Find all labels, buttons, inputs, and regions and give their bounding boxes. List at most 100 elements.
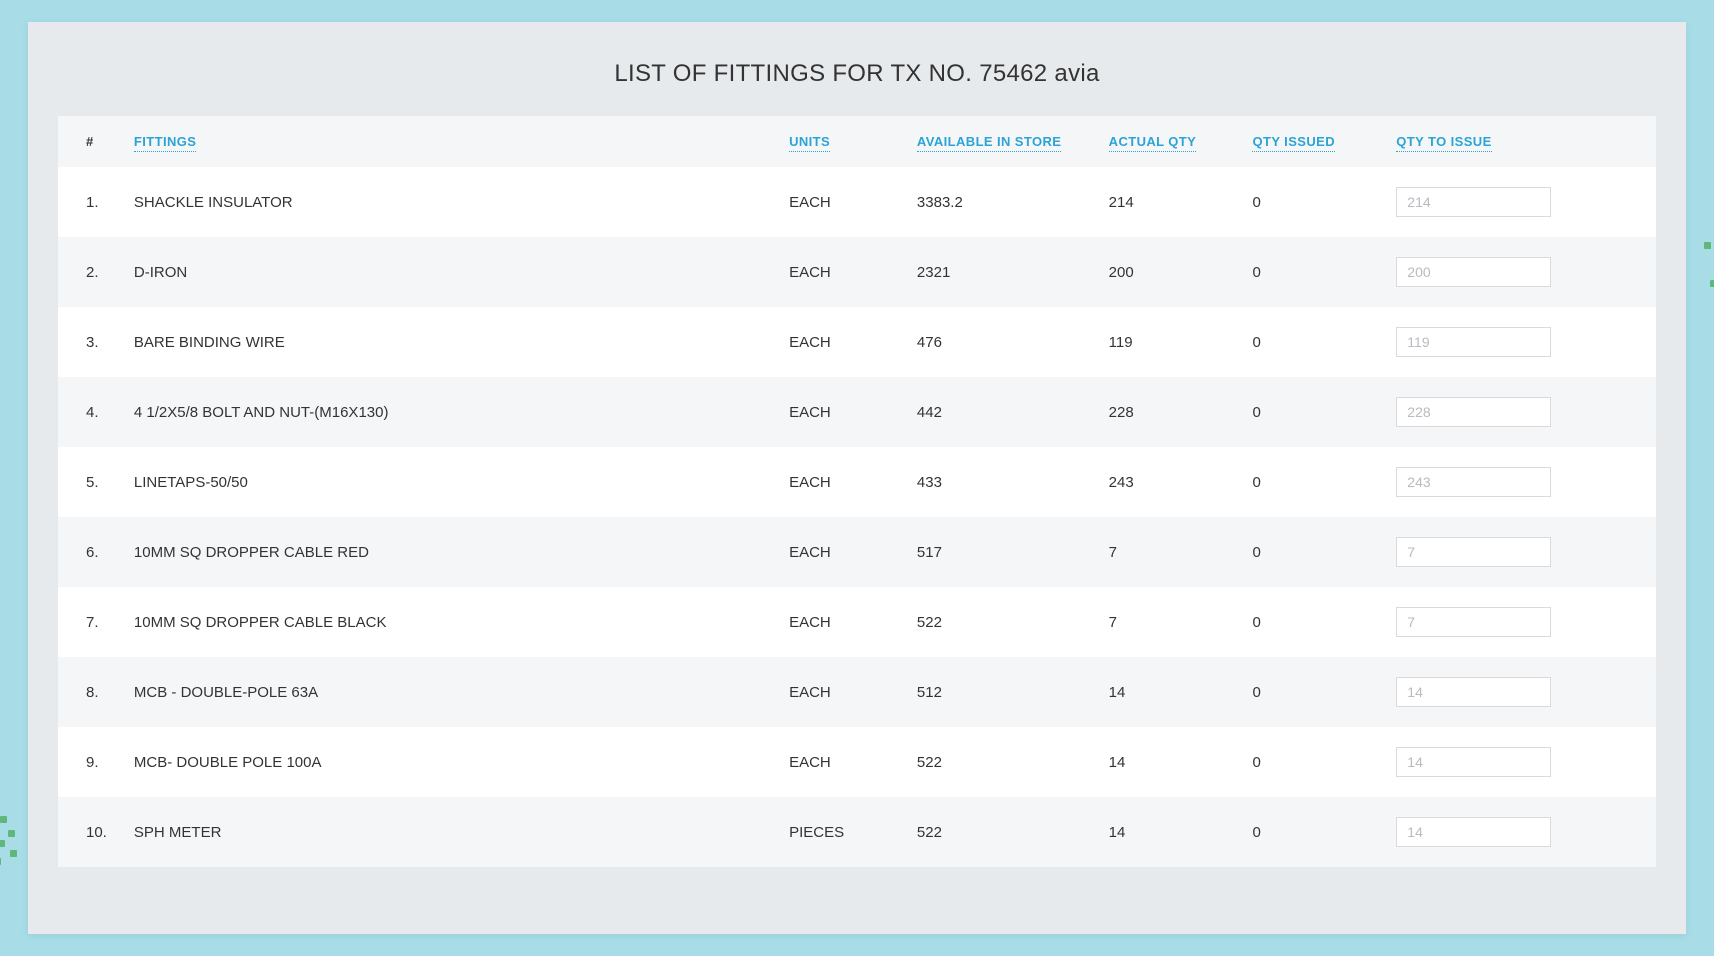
cell-to-issue — [1384, 377, 1656, 447]
table-row: 2.D-IRONEACH23212000 — [58, 237, 1656, 307]
cell-actual: 7 — [1097, 587, 1241, 657]
table-row: 9.MCB- DOUBLE POLE 100AEACH522140 — [58, 727, 1656, 797]
fittings-table: # FITTINGS UNITS AVAILABLE IN STORE ACTU… — [58, 116, 1656, 867]
cell-units: EACH — [777, 167, 905, 237]
cell-num: 8. — [58, 657, 122, 727]
header-fittings[interactable]: FITTINGS — [122, 116, 777, 167]
cell-available: 522 — [905, 587, 1097, 657]
cell-num: 7. — [58, 587, 122, 657]
table-row: 7.10MM SQ DROPPER CABLE BLACKEACH52270 — [58, 587, 1656, 657]
header-issued-label: QTY ISSUED — [1252, 134, 1335, 152]
qty-to-issue-input[interactable] — [1396, 397, 1551, 427]
cell-to-issue — [1384, 447, 1656, 517]
cell-issued: 0 — [1240, 377, 1384, 447]
cell-fitting: BARE BINDING WIRE — [122, 307, 777, 377]
cell-to-issue — [1384, 517, 1656, 587]
cell-available: 433 — [905, 447, 1097, 517]
cell-units: EACH — [777, 657, 905, 727]
cell-issued: 0 — [1240, 447, 1384, 517]
cell-units: EACH — [777, 727, 905, 797]
header-units[interactable]: UNITS — [777, 116, 905, 167]
cell-to-issue — [1384, 727, 1656, 797]
table-row: 4.4 1/2X5/8 BOLT AND NUT-(M16X130)EACH44… — [58, 377, 1656, 447]
cell-issued: 0 — [1240, 797, 1384, 867]
cell-to-issue — [1384, 657, 1656, 727]
header-available[interactable]: AVAILABLE IN STORE — [905, 116, 1097, 167]
cell-issued: 0 — [1240, 237, 1384, 307]
cell-issued: 0 — [1240, 167, 1384, 237]
cell-actual: 14 — [1097, 797, 1241, 867]
cell-num: 4. — [58, 377, 122, 447]
cell-num: 5. — [58, 447, 122, 517]
qty-to-issue-input[interactable] — [1396, 257, 1551, 287]
content-panel: LIST OF FITTINGS FOR TX NO. 75462 avia #… — [28, 22, 1686, 934]
cell-available: 522 — [905, 797, 1097, 867]
cell-to-issue — [1384, 587, 1656, 657]
qty-to-issue-input[interactable] — [1396, 537, 1551, 567]
cell-fitting: SHACKLE INSULATOR — [122, 167, 777, 237]
cell-units: EACH — [777, 307, 905, 377]
header-actual[interactable]: ACTUAL QTY — [1097, 116, 1241, 167]
cell-available: 512 — [905, 657, 1097, 727]
cell-fitting: MCB- DOUBLE POLE 100A — [122, 727, 777, 797]
header-available-label: AVAILABLE IN STORE — [917, 134, 1061, 152]
header-num-label: # — [86, 134, 94, 149]
cell-fitting: 10MM SQ DROPPER CABLE RED — [122, 517, 777, 587]
cell-actual: 14 — [1097, 657, 1241, 727]
cell-num: 2. — [58, 237, 122, 307]
cell-to-issue — [1384, 797, 1656, 867]
header-num: # — [58, 116, 122, 167]
qty-to-issue-input[interactable] — [1396, 607, 1551, 637]
table-row: 8.MCB - DOUBLE-POLE 63AEACH512140 — [58, 657, 1656, 727]
table-row: 5.LINETAPS-50/50EACH4332430 — [58, 447, 1656, 517]
cell-num: 3. — [58, 307, 122, 377]
cell-to-issue — [1384, 237, 1656, 307]
cell-num: 6. — [58, 517, 122, 587]
cell-num: 9. — [58, 727, 122, 797]
cell-actual: 200 — [1097, 237, 1241, 307]
header-actual-label: ACTUAL QTY — [1109, 134, 1197, 152]
cell-units: EACH — [777, 377, 905, 447]
cell-units: EACH — [777, 587, 905, 657]
header-issued[interactable]: QTY ISSUED — [1240, 116, 1384, 167]
cell-fitting: D-IRON — [122, 237, 777, 307]
header-units-label: UNITS — [789, 134, 830, 152]
cell-units: EACH — [777, 237, 905, 307]
cell-available: 2321 — [905, 237, 1097, 307]
header-to-issue[interactable]: QTY TO ISSUE — [1384, 116, 1656, 167]
cell-issued: 0 — [1240, 587, 1384, 657]
cell-available: 3383.2 — [905, 167, 1097, 237]
qty-to-issue-input[interactable] — [1396, 677, 1551, 707]
cell-fitting: 10MM SQ DROPPER CABLE BLACK — [122, 587, 777, 657]
qty-to-issue-input[interactable] — [1396, 187, 1551, 217]
qty-to-issue-input[interactable] — [1396, 467, 1551, 497]
cell-issued: 0 — [1240, 307, 1384, 377]
cell-issued: 0 — [1240, 517, 1384, 587]
cell-available: 517 — [905, 517, 1097, 587]
table-body: 1.SHACKLE INSULATOREACH3383.221402.D-IRO… — [58, 167, 1656, 867]
cell-to-issue — [1384, 167, 1656, 237]
header-fittings-label: FITTINGS — [134, 134, 196, 152]
table-row: 10.SPH METERPIECES522140 — [58, 797, 1656, 867]
cell-fitting: LINETAPS-50/50 — [122, 447, 777, 517]
cell-issued: 0 — [1240, 727, 1384, 797]
header-to-issue-label: QTY TO ISSUE — [1396, 134, 1491, 152]
table-row: 3.BARE BINDING WIREEACH4761190 — [58, 307, 1656, 377]
cell-available: 522 — [905, 727, 1097, 797]
table-row: 1.SHACKLE INSULATOREACH3383.22140 — [58, 167, 1656, 237]
table-row: 6.10MM SQ DROPPER CABLE REDEACH51770 — [58, 517, 1656, 587]
cell-actual: 228 — [1097, 377, 1241, 447]
cell-fitting: 4 1/2X5/8 BOLT AND NUT-(M16X130) — [122, 377, 777, 447]
qty-to-issue-input[interactable] — [1396, 327, 1551, 357]
cell-units: EACH — [777, 447, 905, 517]
table-header-row: # FITTINGS UNITS AVAILABLE IN STORE ACTU… — [58, 116, 1656, 167]
cell-actual: 214 — [1097, 167, 1241, 237]
cell-num: 10. — [58, 797, 122, 867]
page-title: LIST OF FITTINGS FOR TX NO. 75462 avia — [28, 22, 1686, 116]
cell-available: 476 — [905, 307, 1097, 377]
cell-fitting: MCB - DOUBLE-POLE 63A — [122, 657, 777, 727]
qty-to-issue-input[interactable] — [1396, 747, 1551, 777]
cell-fitting: SPH METER — [122, 797, 777, 867]
cell-actual: 243 — [1097, 447, 1241, 517]
qty-to-issue-input[interactable] — [1396, 817, 1551, 847]
